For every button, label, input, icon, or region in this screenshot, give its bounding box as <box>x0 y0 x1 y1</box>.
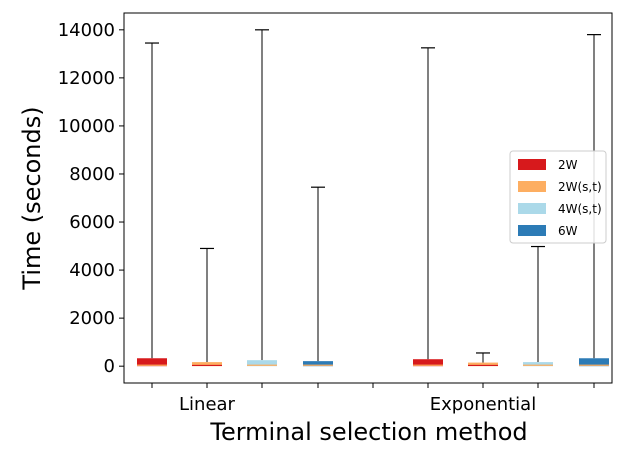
legend-swatch <box>518 203 546 214</box>
plot-area-frame <box>123 12 613 384</box>
legend-item-6W: 6W <box>518 224 578 238</box>
box-4W(s,t)-Linear <box>247 29 277 367</box>
box-body <box>468 362 498 367</box>
box-6W-Linear <box>303 186 333 367</box>
box-body <box>137 358 167 367</box>
legend-swatch <box>518 181 546 192</box>
y-tick-label: 0 <box>104 356 115 377</box>
legend-label: 4W(s,t) <box>558 202 602 216</box>
y-tick-label: 6000 <box>69 212 115 233</box>
box-4W(s,t)-Exponential <box>523 245 553 367</box>
box-body <box>247 360 277 367</box>
boxes-layer <box>137 29 609 367</box>
box-2W(s,t)-Exponential <box>468 352 498 367</box>
y-tick-label: 2000 <box>69 308 115 329</box>
x-group-label-exponential: Exponential <box>430 394 536 415</box>
box-2W-Linear <box>137 42 167 367</box>
box-body <box>579 358 609 367</box>
box-body <box>192 362 222 367</box>
y-axis: 0 2000 4000 6000 8000 10000 12000 14000 <box>58 20 124 377</box>
y-axis-label: Time (seconds) <box>18 106 46 290</box>
legend: 2W 2W(s,t) 4W(s,t) 6W <box>509 150 607 244</box>
box-2W-Exponential <box>413 47 443 367</box>
x-group-label-linear: Linear <box>179 394 236 415</box>
legend-frame <box>509 150 607 244</box>
x-axis-label: Terminal selection method <box>209 418 527 446</box>
legend-item-2W(s,t): 2W(s,t) <box>518 180 602 194</box>
y-tick-label: 12000 <box>58 68 115 89</box>
legend-item-4W(s,t): 4W(s,t) <box>518 202 602 216</box>
box-2W(s,t)-Linear <box>192 247 222 367</box>
legend-label: 6W <box>558 224 578 238</box>
legend-label: 2W <box>558 158 578 172</box>
y-tick-label: 10000 <box>58 116 115 137</box>
box-body <box>413 359 443 367</box>
legend-label: 2W(s,t) <box>558 180 602 194</box>
y-tick-label: 14000 <box>58 20 115 41</box>
y-tick-label: 8000 <box>69 164 115 185</box>
box-body <box>523 362 553 367</box>
box-body <box>303 361 333 367</box>
x-axis: Linear Exponential <box>151 383 595 415</box>
legend-item-2W: 2W <box>518 158 578 172</box>
legend-swatch <box>518 225 546 236</box>
y-tick-label: 4000 <box>69 260 115 281</box>
legend-swatch <box>518 159 546 170</box>
